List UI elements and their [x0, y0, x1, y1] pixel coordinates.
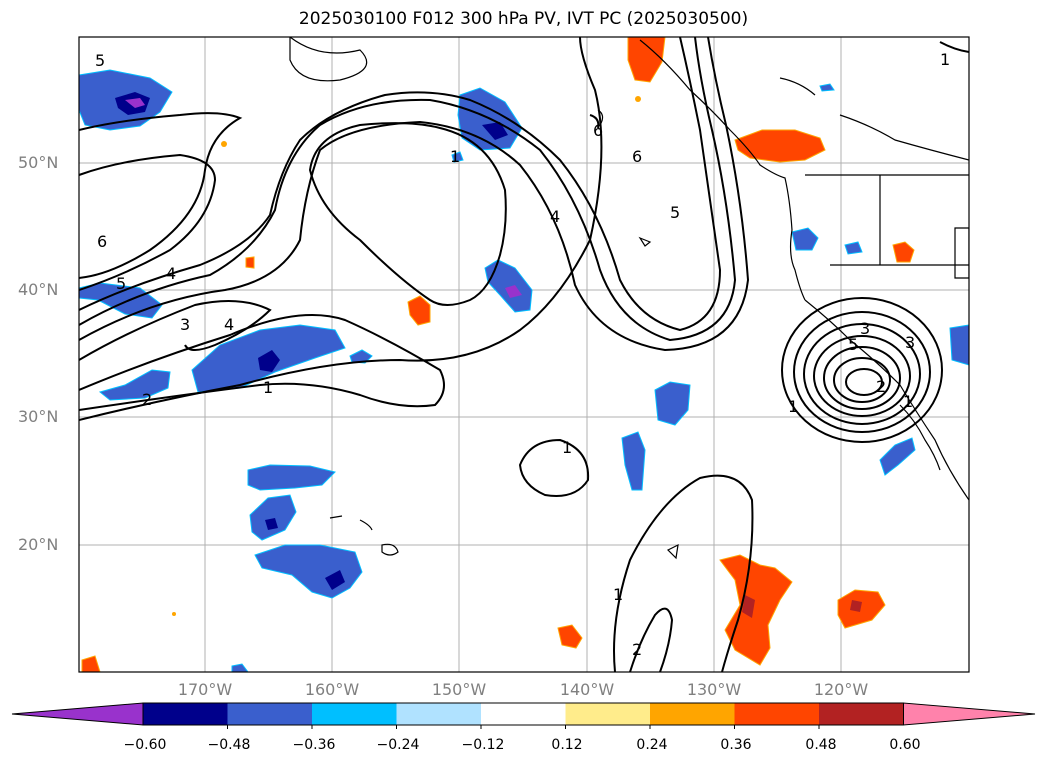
- colorbar-segment: [565, 703, 650, 725]
- map-plot: 5 6 5 4 3 4 1 2 1 6 4 6 5 1 3 5 1 1 2 1 …: [78, 36, 970, 673]
- contour-label: 6: [632, 147, 642, 166]
- lat-label-40n: 40°N: [18, 280, 59, 299]
- colorbar-segment: [396, 703, 481, 725]
- ivt-contours: [79, 37, 969, 672]
- lon-label-150w: 150°W: [431, 680, 487, 699]
- colorbar-tick: −0.12: [461, 737, 505, 753]
- colorbar-segment: [734, 703, 819, 725]
- contour-label: 4: [550, 207, 560, 226]
- lon-label-120w: 120°W: [813, 680, 869, 699]
- contour-label: 1: [562, 438, 572, 457]
- map-title: 2025030100 F012 300 hPa PV, IVT PC (2025…: [298, 9, 749, 29]
- contour-label: 1: [788, 397, 798, 416]
- lon-label-170w: 170°W: [177, 680, 233, 699]
- colorbar-segment: [650, 703, 735, 725]
- colorbar-tick: −0.36: [292, 737, 336, 753]
- colorbar: [11, 702, 1036, 729]
- contour-label: 3: [905, 333, 915, 352]
- contour-label: 5: [95, 51, 105, 70]
- colorbar-tick: 0.12: [551, 737, 583, 753]
- lat-label-30n: 30°N: [18, 407, 59, 426]
- contour-label: 1: [450, 147, 460, 166]
- contour-label: 1: [263, 378, 273, 397]
- contour-label: 2: [876, 377, 886, 396]
- colorbar-segment: [227, 703, 312, 725]
- colorbar-tick: 0.48: [805, 737, 837, 753]
- colorbar-segments: [11, 702, 1036, 729]
- contour-label: 5: [116, 274, 126, 293]
- contour-label: 5: [670, 203, 680, 222]
- contour-label: 4: [224, 315, 234, 334]
- lon-label-140w: 140°W: [559, 680, 615, 699]
- colorbar-segment: [481, 703, 566, 725]
- contour-label: 2: [142, 390, 152, 409]
- colorbar-outline: [142, 702, 904, 726]
- colorbar-extend-right: [903, 702, 1036, 726]
- contour-label: 5: [848, 335, 858, 354]
- contour-label: 6: [593, 121, 603, 140]
- contour-label: 1: [940, 50, 950, 69]
- pv-positive-areas: [81, 37, 915, 672]
- lon-label-130w: 130°W: [686, 680, 742, 699]
- contour-label: 3: [860, 319, 870, 338]
- lon-label-160w: 160°W: [304, 680, 360, 699]
- contour-label: 2: [632, 640, 642, 659]
- colorbar-tick: −0.48: [207, 737, 251, 753]
- colorbar-tick: −0.60: [123, 737, 167, 753]
- colorbar-tick: −0.24: [376, 737, 420, 753]
- contour-label: 3: [180, 315, 190, 334]
- contour-label: 1: [613, 585, 623, 604]
- lat-label-50n: 50°N: [18, 153, 59, 172]
- map-frame: [78, 36, 970, 673]
- colorbar-tick: 0.36: [720, 737, 752, 753]
- colorbar-segment: [819, 703, 904, 725]
- colorbar-segment: [143, 703, 228, 725]
- colorbar-tick: 0.60: [889, 737, 921, 753]
- colorbar-tick: 0.24: [636, 737, 668, 753]
- contour-label: 6: [97, 232, 107, 251]
- colorbar-segment: [312, 703, 397, 725]
- lat-label-20n: 20°N: [18, 535, 59, 554]
- contour-labels: 5 6 5 4 3 4 1 2 1 6 4 6 5 1 3 5 1 1 2 1 …: [95, 50, 950, 659]
- colorbar-extend-left: [11, 702, 144, 726]
- contour-label: 1: [903, 392, 913, 411]
- contour-label: 4: [166, 264, 176, 283]
